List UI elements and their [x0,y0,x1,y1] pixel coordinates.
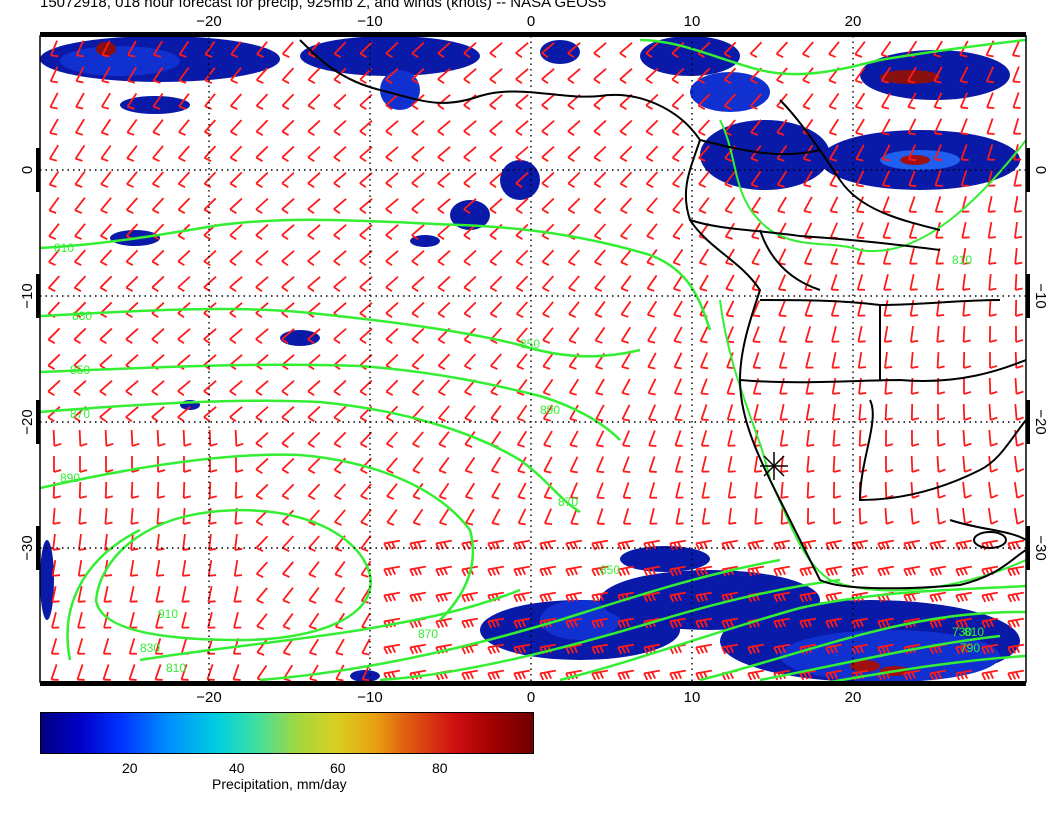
contour-label: 870 [70,407,90,421]
lat-tick-mark [1026,400,1030,444]
precip-cell [620,546,710,572]
precip-colorbar [40,712,534,754]
lat-tick-right: −10 [1032,283,1049,308]
lat-tick-mark [36,274,40,318]
contour-label: 850 [70,363,90,377]
lon-tick-bottom: −10 [357,689,382,706]
colorbar-tick-60: 60 [330,760,346,776]
lat-tick-mark [36,400,40,444]
contour-label: 810 [54,241,74,255]
lat-tick-right: −30 [1032,535,1049,560]
colorbar-tick-20: 20 [122,760,138,776]
forecast-map: 810 830 850 870 890 910 830 810 870 850 890 870 850 8… [0,0,1056,710]
contour-label: 870 [558,495,578,509]
lon-tick-top: 10 [684,13,701,30]
lon-tick-bottom: −20 [196,689,221,706]
lon-tick-top: 0 [527,13,535,30]
contour-label: 850 [520,337,540,351]
lon-tick-bottom: 10 [684,689,701,706]
contour-label: 870 [418,627,438,641]
precip-cell [690,72,770,112]
lon-tick-bottom: 0 [527,689,535,706]
lat-tick-right: 0 [1032,166,1049,174]
contour-label: 810 [166,661,186,675]
lat-tick-left: −30 [19,535,36,560]
colorbar-tick-80: 80 [432,760,448,776]
lon-tick-top: 20 [845,13,862,30]
contour-label: 890 [60,471,80,485]
colorbar-tick-40: 40 [229,760,245,776]
contour-label: 910 [158,607,178,621]
contour-label: 790 [960,641,980,655]
lat-tick-left: −10 [19,283,36,308]
lon-tick-top: −20 [196,13,221,30]
precip-cell [540,40,580,64]
precip-cell [280,330,320,346]
contour-label: 890 [540,403,560,417]
lat-tick-right: −20 [1032,409,1049,434]
lat-tick-left: 0 [19,166,36,174]
contour-label: 830 [72,309,92,323]
lat-tick-left: −20 [19,409,36,434]
contour-label: 850 [600,563,620,577]
station-marker [760,452,788,480]
frame-bottom-bar [40,681,1026,686]
precip-cell [700,120,830,190]
lon-tick-bottom: 20 [845,689,862,706]
lat-tick-mark [1026,148,1030,192]
lat-tick-mark [1026,274,1030,318]
frame-top-bar [40,32,1026,37]
lon-tick-top: −10 [357,13,382,30]
precip-cell [40,540,54,620]
lat-tick-mark [36,148,40,192]
contour-label: 730 [952,625,972,639]
lat-tick-mark [1026,526,1030,570]
colorbar-title: Precipitation, mm/day [212,776,347,792]
lat-tick-mark [36,526,40,570]
contour-label: 810 [952,253,972,267]
contour-label: 830 [140,641,160,655]
